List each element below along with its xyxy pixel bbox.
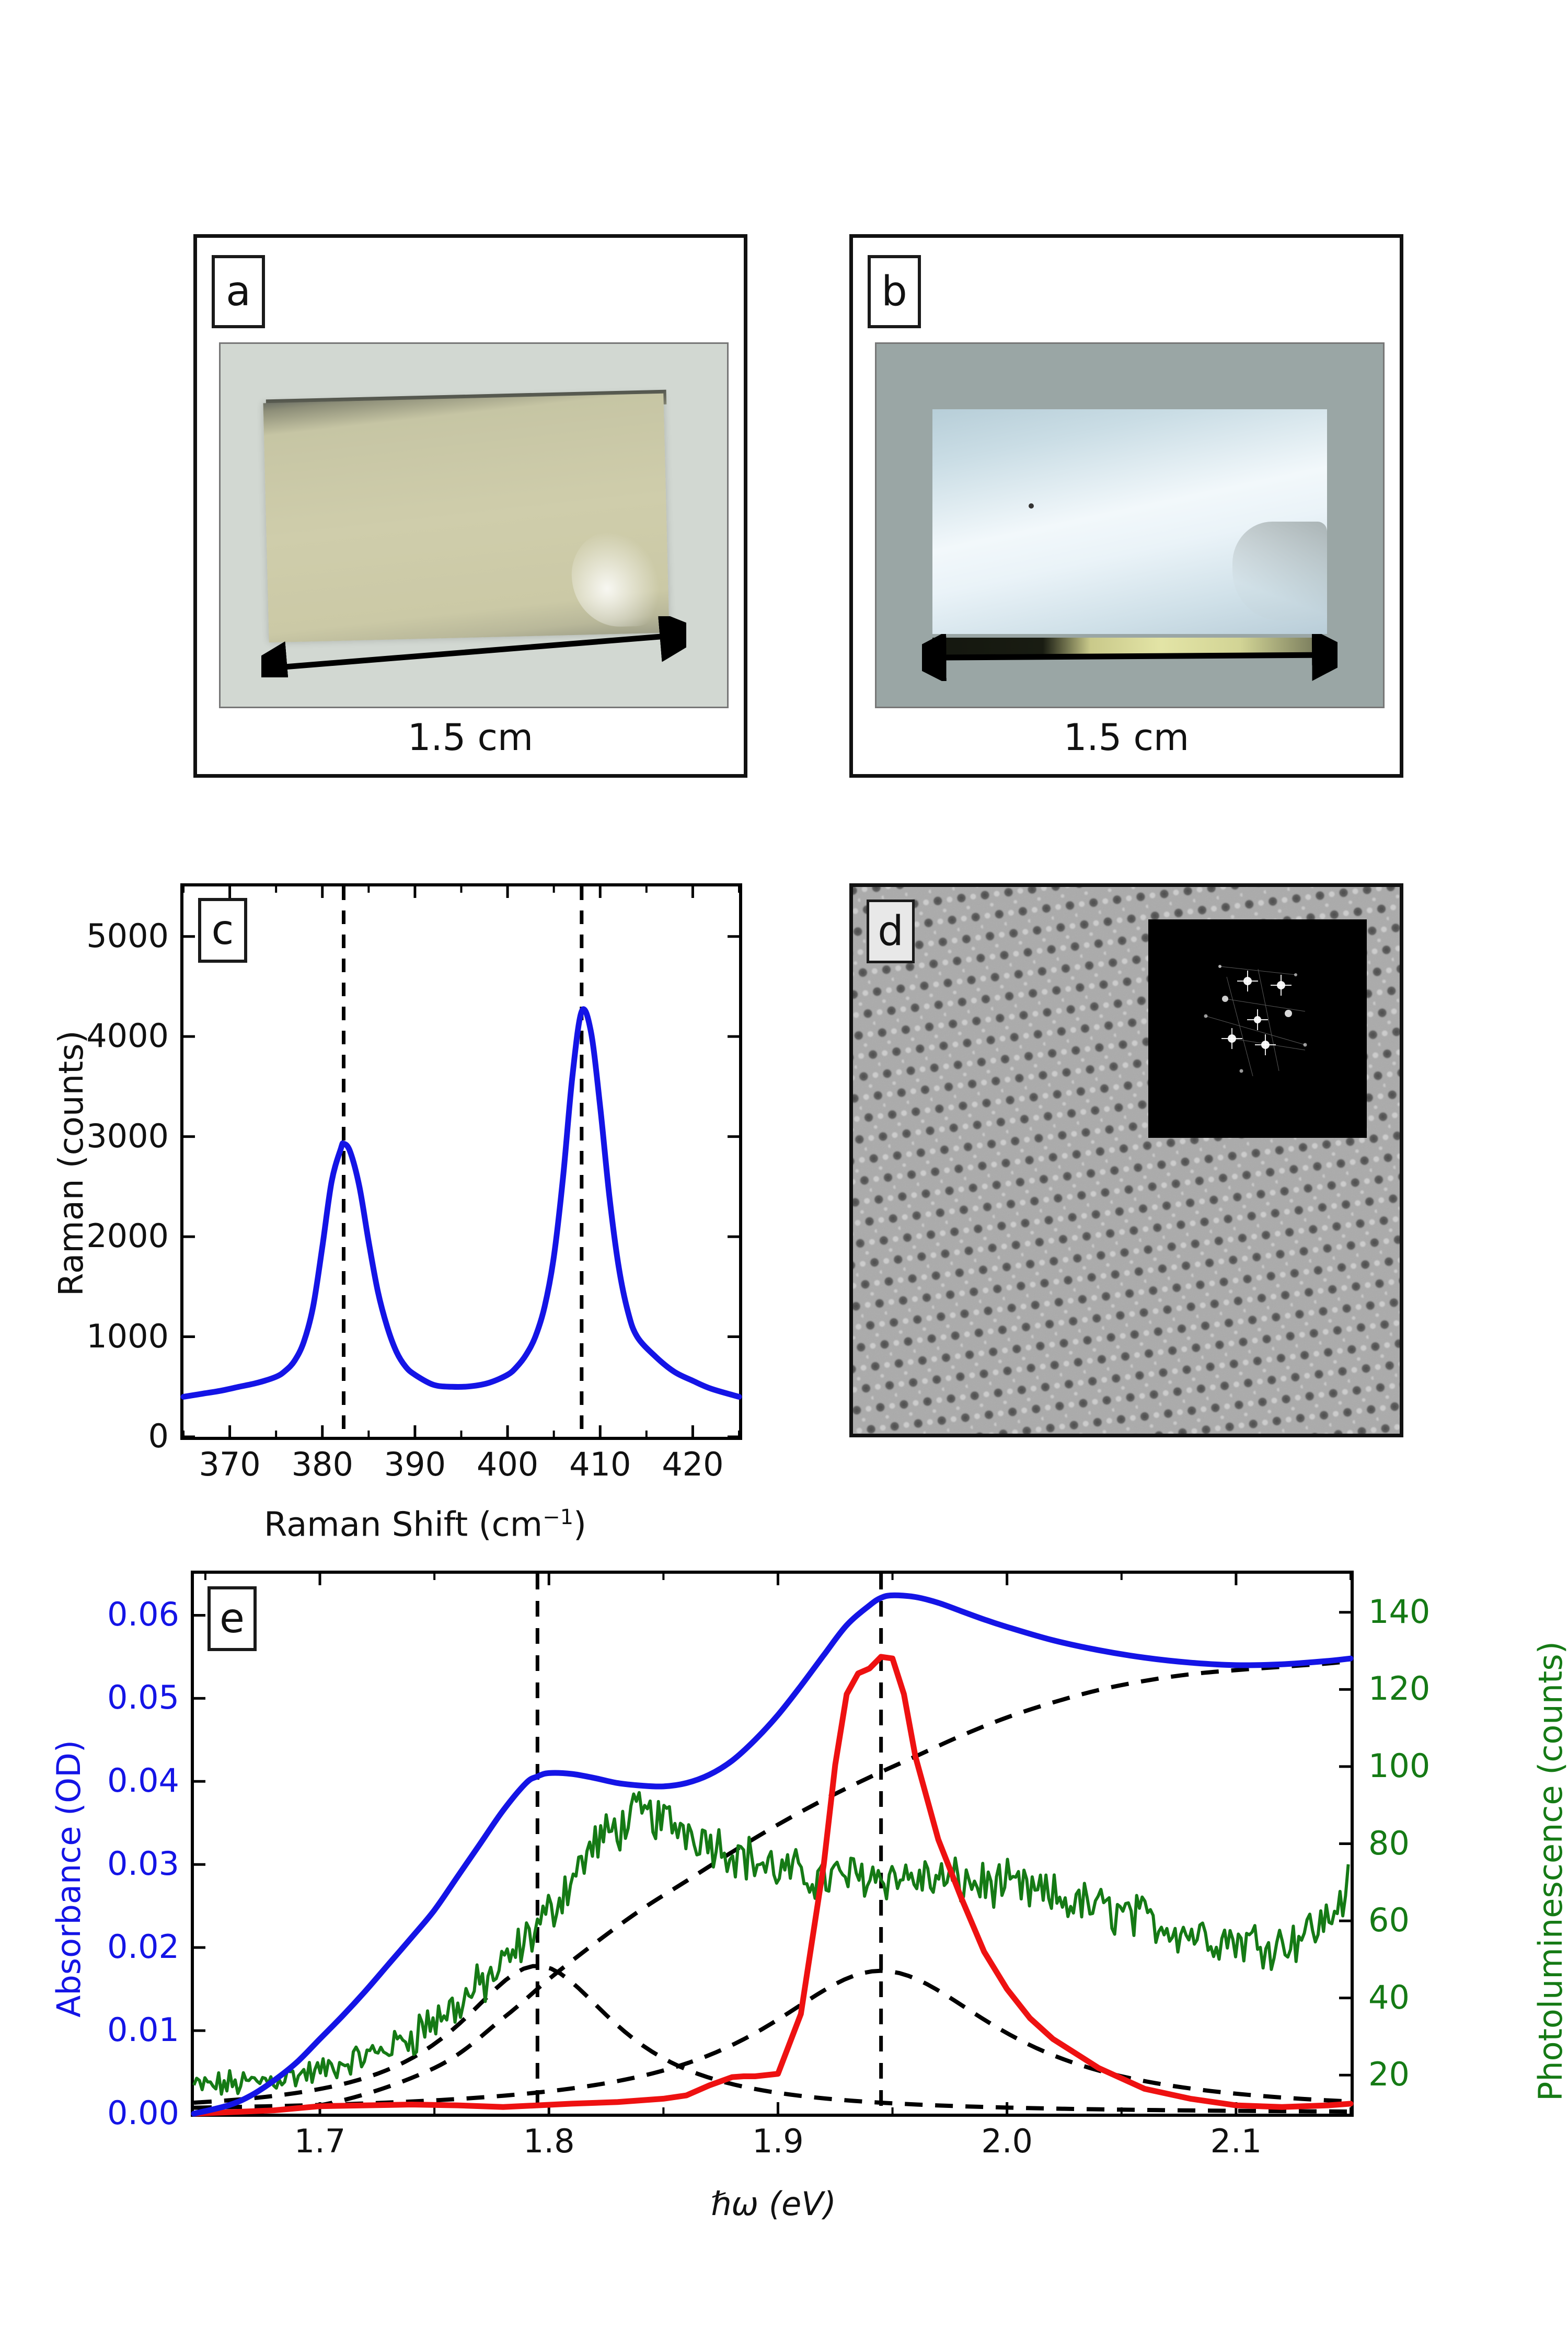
- panel-e-label: e: [207, 1586, 257, 1651]
- tick-label: 410: [569, 1445, 631, 1483]
- panel-c-plot: c: [180, 883, 742, 1440]
- tick-label: 380: [291, 1445, 353, 1483]
- panel-a-label: a: [212, 255, 265, 328]
- tick-label: 0.01: [107, 2011, 179, 2049]
- tick-label: 40: [1368, 1978, 1410, 2016]
- panel-b-scale-text: 1.5 cm: [1063, 716, 1190, 759]
- panel-e-plot: e: [191, 1571, 1354, 2117]
- panel-a-frame: a 1.5 cm: [193, 234, 747, 778]
- panel-a-scale-arrow: [261, 616, 687, 678]
- panel-b-frame: b 1.5 cm: [849, 234, 1403, 778]
- panel-c-curves: [180, 886, 742, 1438]
- tick-label: 0.06: [107, 1595, 179, 1634]
- tick-label: 5000: [86, 916, 169, 955]
- panel-e-curves: [191, 1574, 1354, 2117]
- tick-label: 3000: [86, 1116, 169, 1155]
- tick-label: 0: [148, 1417, 169, 1455]
- panel-b-photo: [875, 342, 1385, 708]
- panel-d-image: d: [849, 883, 1403, 1437]
- tick-label: 2.0: [981, 2122, 1033, 2160]
- tick-label: 20: [1368, 2055, 1410, 2094]
- panel-c-x-axis-label: Raman Shift (cm−1): [264, 1505, 586, 1544]
- panel-c-x-axis-text: Raman Shift (cm: [264, 1505, 543, 1544]
- tick-label: 120: [1368, 1669, 1431, 1708]
- panel-a-photo: [219, 342, 729, 708]
- photo-a-chip: [263, 393, 670, 643]
- tick-label: 60: [1368, 1901, 1410, 1940]
- panel-a-scale-text: 1.5 cm: [407, 716, 534, 759]
- tick-label: 1.8: [523, 2122, 575, 2160]
- panel-e-x-axis-label: ℏω (eV): [711, 2185, 836, 2223]
- panel-e-left-axis-label: Absorbance (OD): [50, 1740, 88, 2017]
- tick-label: 0.03: [107, 1844, 179, 1883]
- tick-label: 0.05: [107, 1678, 179, 1717]
- tick-label: 400: [476, 1445, 539, 1483]
- tick-label: 2000: [86, 1217, 169, 1255]
- tick-label: 390: [384, 1445, 446, 1483]
- tick-label: 100: [1368, 1746, 1431, 1785]
- panel-b-label: b: [868, 255, 921, 328]
- tick-label: 0.04: [107, 1761, 179, 1800]
- panel-c-label: c: [198, 898, 247, 963]
- tick-label: 420: [662, 1445, 724, 1483]
- tick-label: 4000: [86, 1017, 169, 1055]
- panel-b-scale-arrow: [922, 634, 1338, 682]
- tick-label: 80: [1368, 1824, 1410, 1862]
- tick-label: 2.1: [1210, 2122, 1262, 2160]
- fft-inset: [1148, 919, 1367, 1138]
- panel-c-y-axis-label: Raman (counts): [52, 1030, 91, 1296]
- fft-spots: [1148, 919, 1367, 1138]
- photo-b-chip: [932, 409, 1328, 635]
- tick-label: 0.00: [107, 2094, 179, 2132]
- tick-label: 370: [199, 1445, 261, 1483]
- panel-d-label: d: [867, 900, 915, 963]
- panel-e-right-axis-label: Photoluminescence (counts): [1531, 1641, 1568, 2101]
- tick-label: 140: [1368, 1592, 1431, 1631]
- photo-b-defect-dot: [1028, 503, 1034, 509]
- tick-label: 1000: [86, 1317, 169, 1355]
- tick-label: 1.9: [752, 2122, 804, 2160]
- tick-label: 0.02: [107, 1928, 179, 1966]
- tick-label: 1.7: [294, 2122, 346, 2160]
